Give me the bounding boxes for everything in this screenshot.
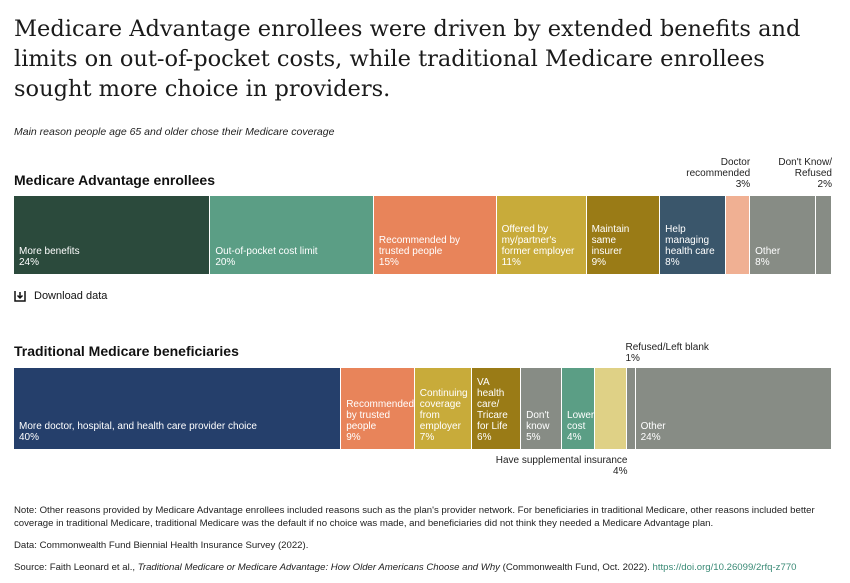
bar-segment: Help managing health care 8%	[660, 196, 726, 274]
doi-link[interactable]: https://doi.org/10.26099/2rfq-z770	[652, 562, 797, 573]
segment-label: VA health care/ Tricare for Life 6%	[477, 377, 508, 443]
segment-label: Recommended by trusted people 15%	[378, 235, 461, 268]
source-citation: Source: Faith Leonard et al., Traditiona…	[14, 561, 834, 574]
bar-segment	[594, 368, 628, 449]
bar-segment: More benefits 24%	[14, 196, 211, 274]
bar-segment: Offered by my/partner's former employer …	[496, 196, 587, 274]
bar-segment: VA health care/ Tricare for Life 6%	[472, 368, 522, 449]
bar-segment: Continuing coverage from employer 7%	[414, 368, 473, 449]
tm-section-title: Traditional Medicare beneficiaries	[14, 343, 239, 359]
chart-title: Medicare Advantage enrollees were driven…	[14, 16, 801, 102]
bar-segment: Out-of-pocket cost limit 20%	[210, 196, 374, 274]
bar-segment: Recommended by trusted people 9%	[341, 368, 415, 449]
segment-label: Lower cost 4%	[567, 410, 595, 443]
segment-label: Out-of-pocket cost limit 20%	[215, 246, 318, 268]
source-title: Traditional Medicare or Medicare Advanta…	[137, 562, 500, 573]
bar-segment: Don't know 5%	[521, 368, 563, 449]
note-text: Note: Other reasons provided by Medicare…	[14, 505, 815, 529]
bar-segment	[815, 196, 832, 274]
download-icon	[14, 291, 26, 302]
segment-label: Other 24%	[640, 421, 666, 443]
data-source-text: Data: Commonwealth Fund Biennial Health …	[14, 540, 309, 551]
ma-stacked-bar: More benefits 24% Out-of-pocket cost limi…	[14, 196, 832, 274]
segment-label: Help managing health care 8%	[665, 224, 715, 268]
segment-callout-label: Don't Know/ Refused 2%	[778, 157, 832, 190]
ma-section-title: Medicare Advantage enrollees	[14, 172, 216, 188]
download-data-button[interactable]: Download data	[14, 290, 107, 302]
bar-segment: Other 24%	[635, 368, 832, 449]
chart-subtitle: Main reason people age 65 and older chos…	[14, 126, 335, 138]
bar-segment: Maintain same insurer 9%	[586, 196, 661, 274]
segment-label: More doctor, hospital, and health care p…	[19, 421, 257, 443]
segment-label: Recommended by trusted people 9%	[346, 399, 414, 443]
bar-segment	[725, 196, 751, 274]
download-data-label: Download data	[34, 290, 108, 302]
segment-callout-label: Have supplemental insurance 4%	[495, 455, 628, 477]
bar-segment: Lower cost 4%	[562, 368, 595, 449]
tm-stacked-bar: More doctor, hospital, and health care p…	[14, 368, 832, 449]
source-prefix: Source: Faith Leonard et al.,	[14, 562, 138, 573]
bar-segment	[627, 368, 636, 449]
segment-label: Maintain same insurer 9%	[591, 224, 630, 268]
bar-segment: Recommended by trusted people 15%	[373, 196, 497, 274]
segment-label: Offered by my/partner's former employer …	[501, 224, 575, 268]
bar-segment: More doctor, hospital, and health care p…	[14, 368, 342, 449]
segment-label: Don't know 5%	[526, 410, 550, 443]
segment-callout-label: Refused/Left blank 1%	[625, 342, 709, 364]
segment-label: Continuing coverage from employer 7%	[419, 388, 468, 443]
segment-label: More benefits 24%	[19, 246, 80, 268]
notes: Note: Other reasons provided by Medicare…	[14, 504, 834, 583]
bar-segment: Other 8%	[750, 196, 816, 274]
segment-label: Other 8%	[755, 246, 781, 268]
source-suffix: (Commonwealth Fund, Oct. 2022).	[499, 562, 653, 573]
segment-callout-label: Doctor recommended 3%	[686, 157, 751, 190]
